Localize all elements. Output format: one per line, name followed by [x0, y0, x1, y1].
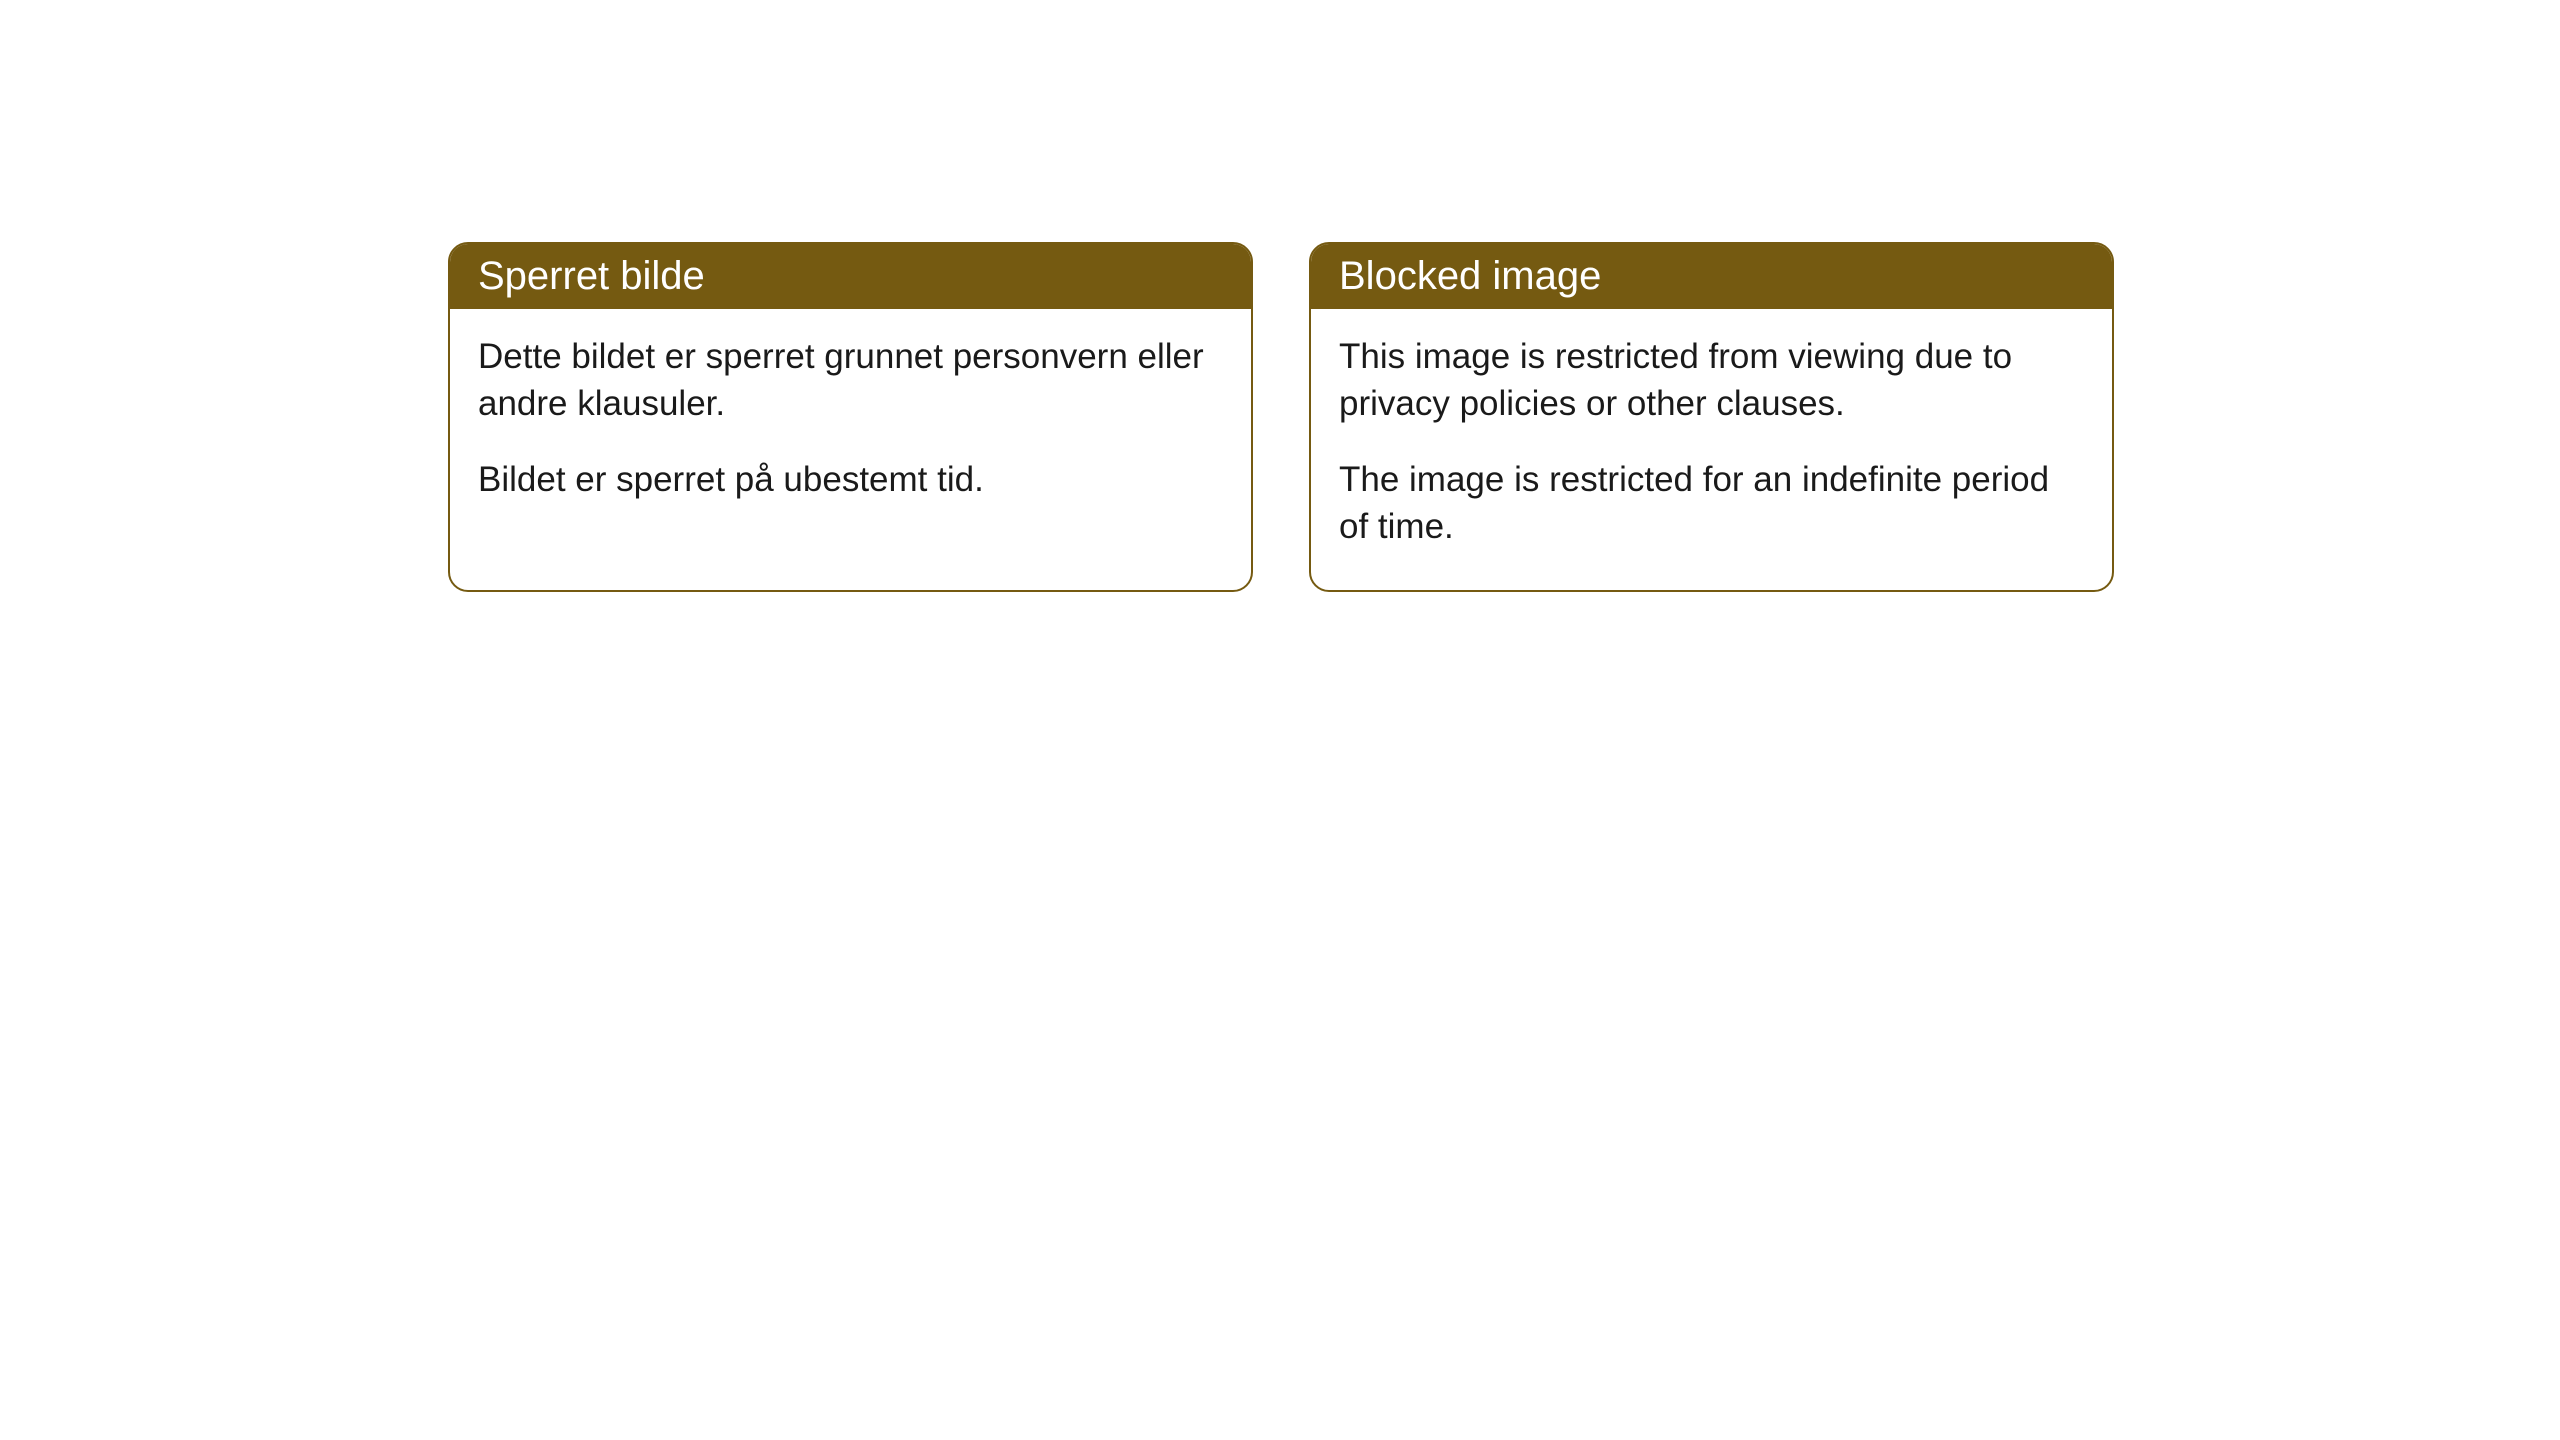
card-body: This image is restricted from viewing du… — [1311, 309, 2112, 590]
card-header: Sperret bilde — [450, 244, 1251, 309]
card-paragraph: Bildet er sperret på ubestemt tid. — [478, 456, 1223, 503]
blocked-image-card-en: Blocked image This image is restricted f… — [1309, 242, 2114, 592]
blocked-image-card-no: Sperret bilde Dette bildet er sperret gr… — [448, 242, 1253, 592]
card-paragraph: This image is restricted from viewing du… — [1339, 333, 2084, 428]
cards-container: Sperret bilde Dette bildet er sperret gr… — [448, 242, 2114, 592]
card-body: Dette bildet er sperret grunnet personve… — [450, 309, 1251, 543]
card-paragraph: Dette bildet er sperret grunnet personve… — [478, 333, 1223, 428]
card-header: Blocked image — [1311, 244, 2112, 309]
card-paragraph: The image is restricted for an indefinit… — [1339, 456, 2084, 551]
